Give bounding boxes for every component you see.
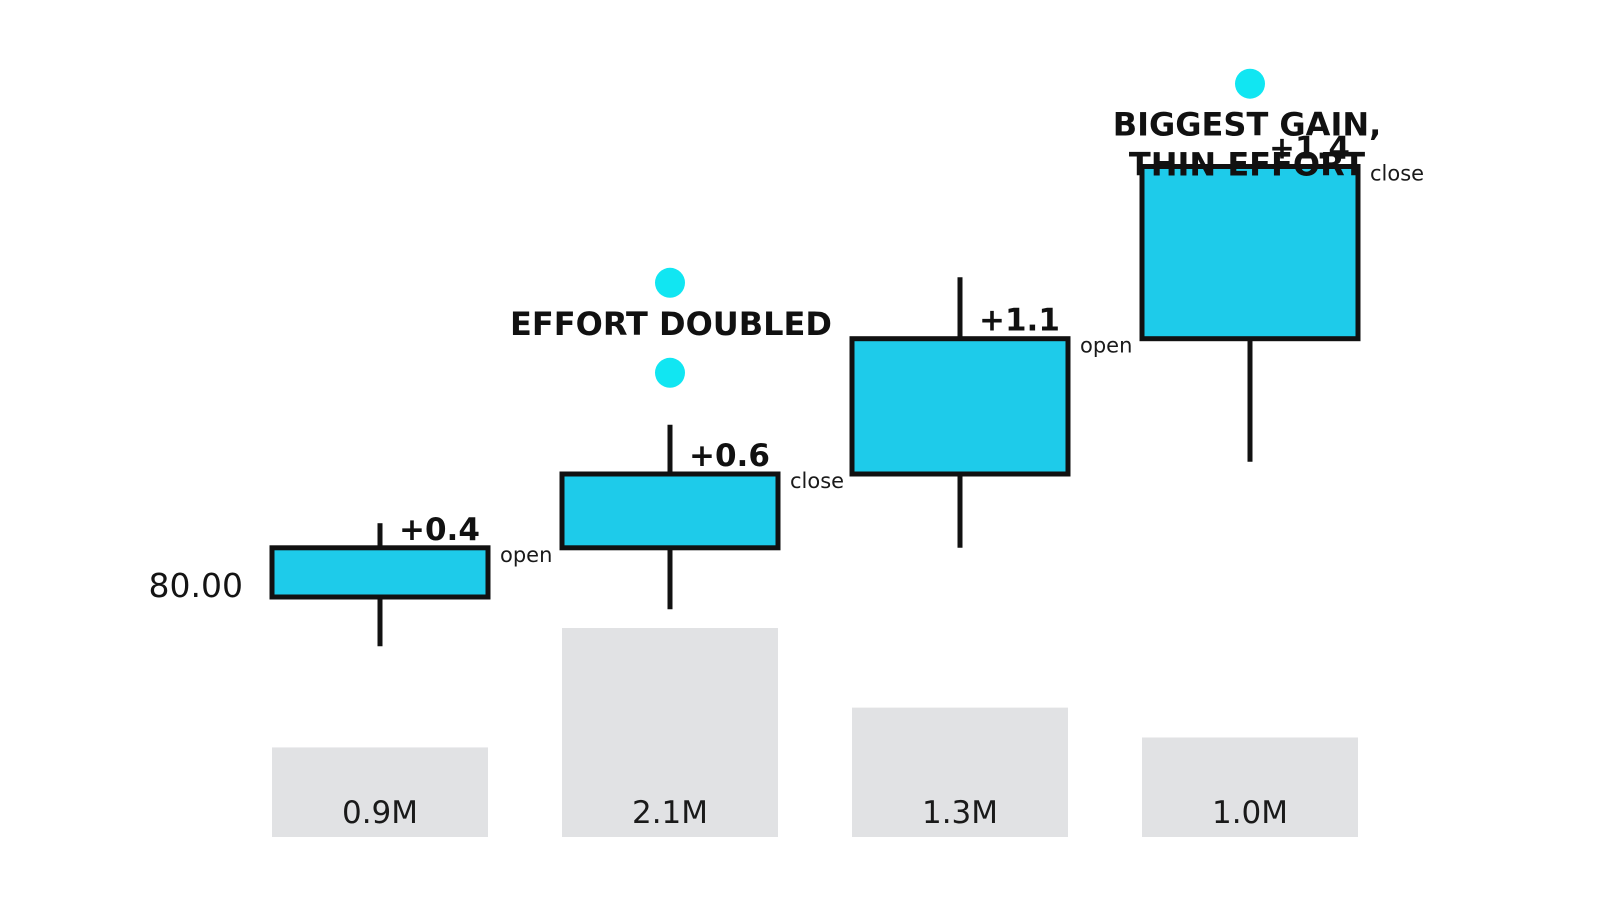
change-label: +0.4	[399, 512, 480, 548]
volume-bar	[852, 707, 1068, 837]
change-label: +0.6	[689, 438, 770, 474]
volume-bar	[562, 628, 778, 837]
price-reference-label: 80.00	[149, 566, 243, 605]
side-label: close	[790, 469, 844, 493]
volume-label: 2.1M	[632, 795, 708, 831]
volume-bar	[1142, 737, 1358, 837]
marker-dot	[655, 357, 685, 388]
change-label: +1.4	[1269, 131, 1350, 167]
side-label: close	[1370, 162, 1424, 186]
volume-label: 1.0M	[1212, 795, 1288, 831]
candle-body	[1139, 164, 1361, 342]
annotation-layer: EFFORT DOUBLED BIGGEST GAIN,THIN EFFORT	[510, 68, 1382, 388]
annotation-text: EFFORT DOUBLED	[510, 305, 832, 343]
candle-body	[559, 471, 781, 551]
annotation-text: BIGGEST GAIN,	[1113, 106, 1382, 144]
marker-dot	[1235, 68, 1265, 99]
candle-body	[849, 336, 1071, 477]
annotation-text: THIN EFFORT	[1129, 146, 1365, 184]
volume-label: 1.3M	[922, 795, 998, 831]
candle-body	[269, 545, 491, 600]
side-label: open	[1080, 334, 1132, 358]
volume-label: 0.9M	[342, 795, 418, 831]
candle-layer	[269, 164, 1361, 647]
marker-dot	[655, 267, 685, 298]
change-label: +1.1	[979, 303, 1060, 339]
volume-layer: 0.9M 2.1M 1.3M 1.0M	[272, 628, 1358, 837]
label-layer: +0.4 open +0.6 close +1.1 open +1.4 close	[399, 131, 1424, 567]
side-label: open	[500, 543, 552, 567]
volume-bar	[272, 747, 488, 837]
